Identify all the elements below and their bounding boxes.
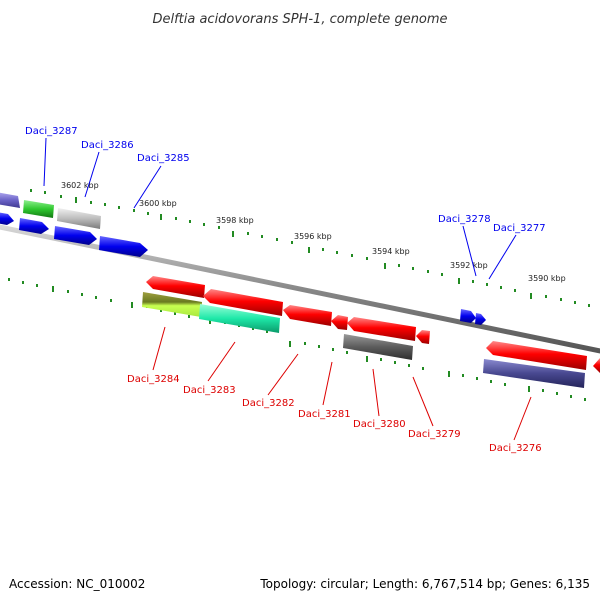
leader-line [513, 396, 532, 441]
scale-label-3592: 3592 kbp [450, 261, 488, 270]
gene-arrow-daci3280[interactable] [347, 317, 416, 341]
forward-gene-labels [43, 137, 517, 280]
gene-label-daci3280[interactable]: Daci_3280 [353, 419, 406, 430]
leader-line [152, 326, 166, 371]
gene-feature-gray[interactable] [343, 334, 413, 360]
leader-line [133, 165, 162, 209]
gene-feature-navy[interactable] [483, 359, 585, 388]
gene-feature-daci3287[interactable] [23, 200, 54, 218]
leader-line [462, 225, 477, 277]
gene-label-daci3281[interactable]: Daci_3281 [298, 409, 351, 420]
reverse-strand-genes [142, 276, 600, 388]
gene-arrow-forward[interactable] [19, 218, 49, 234]
gene-feature-purple[interactable] [0, 192, 20, 208]
gene-arrow-forward[interactable] [0, 212, 14, 225]
leader-line [372, 368, 380, 417]
leader-line [412, 376, 434, 427]
gene-label-daci3285[interactable]: Daci_3285 [137, 153, 190, 164]
gene-label-daci3286[interactable]: Daci_3286 [81, 140, 134, 151]
leader-line [84, 151, 100, 198]
forward-strand-genes [0, 192, 486, 325]
gene-arrow-daci3282[interactable] [283, 305, 332, 326]
accession-text: Accession: NC_010002 [9, 577, 146, 591]
gene-feature-teal[interactable] [199, 304, 280, 333]
gene-label-daci3277[interactable]: Daci_3277 [493, 223, 546, 234]
gene-feature-daci3286[interactable] [57, 208, 101, 229]
scale-label-3598: 3598 kbp [216, 216, 254, 225]
gene-arrow-daci3278[interactable] [460, 309, 476, 323]
gene-label-daci3283[interactable]: Daci_3283 [183, 385, 236, 396]
scale-label-3600: 3600 kbp [139, 199, 177, 208]
gene-arrow-forward[interactable] [54, 226, 97, 245]
gene-label-daci3284[interactable]: Daci_3284 [127, 374, 180, 385]
leader-line [43, 137, 47, 187]
gene-arrow-daci3281[interactable] [331, 315, 348, 330]
reverse-gene-labels [152, 326, 532, 441]
upper-scale-track [30, 189, 590, 307]
map-title: Delftia acidovorans SPH-1, complete geno… [152, 12, 447, 27]
gene-feature-olive[interactable] [142, 292, 202, 317]
gene-label-daci3282[interactable]: Daci_3282 [242, 398, 295, 409]
gene-arrow-edge[interactable] [593, 358, 600, 373]
topology-text: Topology: circular; Length: 6,767,514 bp… [260, 577, 590, 591]
gene-label-daci3287[interactable]: Daci_3287 [25, 126, 78, 137]
gene-arrow-daci3277[interactable] [475, 313, 486, 325]
gene-label-daci3276[interactable]: Daci_3276 [489, 443, 542, 454]
gene-label-daci3279[interactable]: Daci_3279 [408, 429, 461, 440]
scale-label-3594: 3594 kbp [372, 247, 410, 256]
gene-arrow-daci3276[interactable] [486, 341, 587, 370]
scale-label-3602: 3602 kbp [61, 181, 99, 190]
scale-label-3590: 3590 kbp [528, 274, 566, 283]
lower-scale-track [8, 278, 586, 401]
gene-arrow-daci3283[interactable] [203, 289, 283, 316]
leader-line [488, 234, 517, 280]
gene-arrow-daci3285[interactable] [99, 236, 148, 257]
leader-line [207, 341, 236, 382]
leader-line [322, 361, 333, 406]
gene-arrow-daci3284[interactable] [146, 276, 205, 298]
gene-label-daci3278[interactable]: Daci_3278 [438, 214, 491, 225]
gene-arrow-daci3279[interactable] [416, 330, 430, 344]
genome-backbone [0, 224, 600, 354]
leader-line [267, 353, 299, 396]
scale-label-3596: 3596 kbp [294, 232, 332, 241]
